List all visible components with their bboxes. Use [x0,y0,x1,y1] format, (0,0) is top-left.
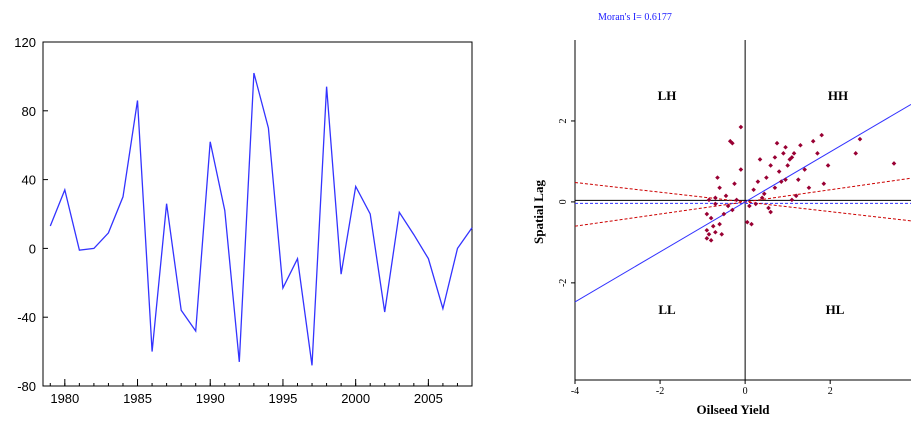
y-tick-label: 0 [29,241,36,256]
data-point [793,193,799,199]
x-tick-label: 2 [828,386,833,397]
x-tick-label: 1980 [50,391,79,406]
data-point [772,155,778,160]
data-point [757,157,763,162]
data-point [749,221,754,227]
data-point [761,191,767,197]
data-point [747,203,752,209]
y-tick-label: -2 [558,279,569,287]
x-tick-label: 0 [743,386,748,397]
data-point [713,229,718,235]
data-point [768,163,773,168]
quadrant-label-hh: HH [828,88,848,103]
confidence-band-line [574,177,911,227]
data-point [789,155,795,160]
data-point [772,185,778,191]
data-point [719,231,725,237]
data-point [795,177,801,182]
data-point [704,211,710,217]
data-point [768,209,773,215]
data-point [821,181,827,186]
data-point [727,138,733,144]
y-tick-label: 2 [558,118,569,123]
data-point [778,179,784,184]
data-point [704,227,710,233]
x-tick-label: 1985 [123,391,152,406]
data-point [734,197,739,203]
confidence-band-line [574,181,911,222]
data-point [704,236,710,241]
data-point [753,201,759,207]
data-point [783,144,788,150]
data-point [751,187,756,193]
data-point [708,215,714,221]
x-tick-label: 1990 [196,391,225,406]
regression-line [574,103,911,303]
data-point [798,142,803,148]
x-axis-label: Oilseed Yield [696,402,770,417]
data-point [783,177,788,182]
y-tick-label: 40 [22,173,36,188]
data-point [706,197,712,203]
data-point [732,181,737,186]
data-point [713,201,718,207]
data-point [759,195,765,201]
data-point [806,185,812,191]
y-tick-label: -40 [17,310,36,325]
data-point [857,136,863,142]
data-point [715,175,720,180]
quadrant-label-hl: HL [826,302,845,317]
quadrant-label-lh: LH [658,88,677,103]
x-tick-label: 2005 [414,391,443,406]
y-tick-label: 80 [22,104,36,119]
quadrant-label-ll: LL [658,302,676,317]
data-point [810,138,816,144]
data-point [764,175,769,180]
y-tick-label: 120 [14,35,36,50]
left-line-chart: -80 -40 0 40 80 120 1980 1985 1990 1995 2000 2005 [14,35,473,406]
x-tick-label: -4 [571,386,579,397]
data-point [819,132,824,138]
series-line [49,72,473,366]
data-point [738,124,744,130]
data-point [774,140,780,146]
data-point [721,211,727,217]
data-point [791,151,797,156]
data-point [776,169,782,174]
data-point [710,223,716,229]
x-tick-label: 2000 [341,391,370,406]
y-tick-label: 0 [558,199,569,204]
data-point [708,238,714,243]
data-point [730,207,735,213]
data-point [755,179,761,184]
data-point [815,151,820,156]
data-point [713,195,718,201]
y-axis-label: Spatial Lag [531,180,546,244]
y-tick-label: -80 [17,379,36,394]
plot-frame [42,41,473,387]
chart-title: Moran's I= 0.6177 [598,12,672,23]
data-point [717,221,722,227]
data-point [785,163,790,168]
data-point [706,231,712,237]
data-point [891,161,897,166]
data-point [825,163,831,168]
x-tick-label: 1995 [268,391,297,406]
data-point [744,219,750,225]
data-point [717,185,722,191]
data-point [766,205,771,211]
data-point [723,193,729,199]
data-point [725,203,731,209]
right-moran-scatter: -4 -2 0 2 -2 0 2 LH HH LL HL Moran's I= 0.6177 Oilse… [531,12,911,417]
data-point [781,151,786,156]
x-tick-label: -2 [656,386,664,397]
data-point [853,151,859,156]
data-point [738,167,744,172]
data-point [802,167,807,172]
data-point [730,140,735,146]
data-point [789,197,795,203]
